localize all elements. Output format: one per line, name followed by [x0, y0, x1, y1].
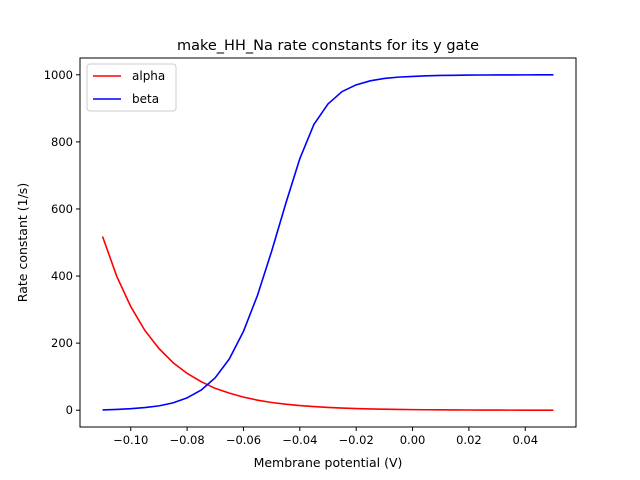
y-tick-label: 800: [51, 135, 73, 149]
legend-label-beta: beta: [132, 92, 159, 106]
chart-title: make_HH_Na rate constants for its y gate: [177, 38, 479, 54]
y-axis-ticks: 0 200 400 600 800 1000: [44, 68, 80, 417]
y-tick-label: 0: [66, 403, 73, 417]
legend-label-alpha: alpha: [132, 69, 165, 83]
y-axis-label: Rate constant (1/s): [15, 183, 30, 302]
x-tick-label: 0.00: [400, 433, 426, 447]
x-tick-label: −0.02: [339, 433, 374, 447]
x-axis-label: Membrane potential (V): [254, 455, 403, 470]
y-tick-label: 1000: [44, 68, 73, 82]
x-axis-ticks: −0.10 −0.08 −0.06 −0.04 −0.02 0.00 0.02 0.04: [113, 427, 538, 447]
y-tick-label: 600: [51, 202, 73, 216]
series-line-beta: [102, 74, 554, 411]
y-tick-label: 200: [51, 336, 73, 350]
x-tick-label: −0.08: [169, 433, 204, 447]
plot-area: [79, 57, 577, 428]
y-tick-label: 400: [51, 269, 73, 283]
series-layer: [101, 74, 554, 411]
x-tick-label: −0.06: [226, 433, 261, 447]
x-tick-label: 0.04: [512, 433, 538, 447]
x-tick-label: −0.04: [282, 433, 317, 447]
x-tick-label: −0.10: [113, 433, 148, 447]
legend: alpha beta: [86, 63, 177, 112]
x-tick-label: 0.02: [456, 433, 482, 447]
series-line-alpha: [101, 236, 554, 411]
